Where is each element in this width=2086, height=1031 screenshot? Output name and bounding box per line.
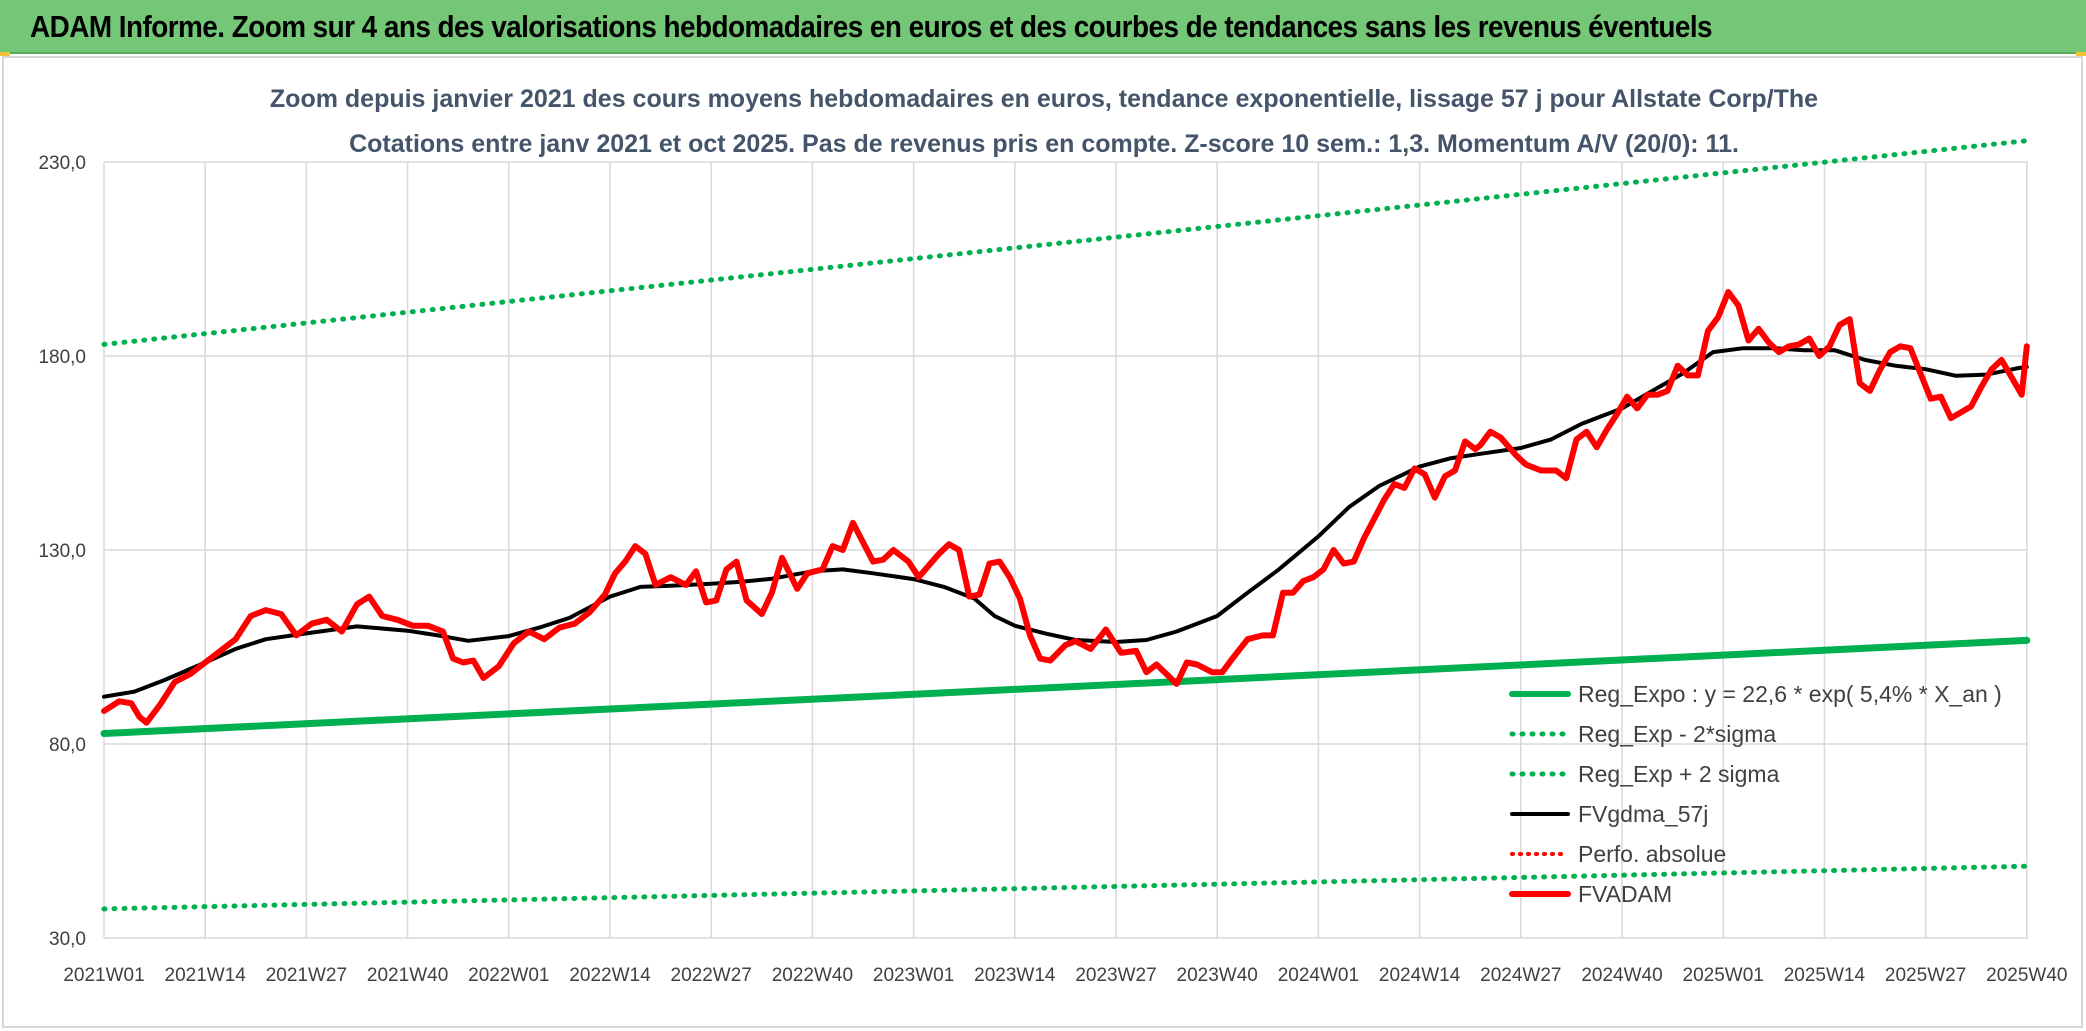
series-line-1 [101,863,2030,912]
series-lines [100,138,2031,912]
legend: Reg_Expo : y = 22,6 * exp( 5,4% * X_an )… [1509,681,2002,907]
x-tick-label: 2022W01 [468,965,549,986]
chart-title: Zoom depuis janvier 2021 des cours moyen… [270,85,1818,113]
x-tick-label: 2025W40 [1986,965,2067,986]
x-tick-label: 2024W27 [1480,965,1561,986]
x-tick-label: 2024W14 [1379,965,1461,986]
x-tick-label: 2025W27 [1885,965,1966,986]
x-axis-ticks: 2021W01 2021W14 2021W27 2021W40 2022W01 2022W… [63,965,2067,986]
legend-label: FVADAM [1578,881,1672,907]
x-tick-label: 2021W40 [367,965,448,986]
x-tick-label: 2022W40 [772,965,853,986]
y-tick-label: 130,0 [38,541,86,562]
legend-label: Reg_Exp - 2*sigma [1578,721,1776,747]
y-axis-ticks: 30,0 80,0 130,0 180,0 230,0 [38,153,86,950]
banner-corner-right [2076,52,2086,56]
y-tick-label: 30,0 [49,929,86,950]
x-tick-label: 2021W27 [266,965,347,986]
x-tick-label: 2024W01 [1278,965,1359,986]
legend-label: FVgdma_57j [1578,801,1708,827]
banner-title: ADAM Informe. Zoom sur 4 ans des valoris… [30,9,1713,44]
y-tick-label: 80,0 [49,735,86,756]
x-tick-label: 2023W14 [974,965,1056,986]
legend-label: Perfo. absolue [1578,841,1726,867]
report-banner: ADAM Informe. Zoom sur 4 ans des valoris… [0,0,2086,54]
x-tick-label: 2023W01 [873,965,954,986]
x-tick-label: 2022W14 [569,965,651,986]
x-tick-label: 2022W27 [671,965,752,986]
x-tick-label: 2021W14 [165,965,247,986]
y-tick-label: 180,0 [38,347,86,368]
grid-lines [103,161,2028,939]
x-tick-label: 2025W01 [1683,965,1764,986]
x-tick-label: 2023W40 [1177,965,1258,986]
series-line-0 [100,636,2031,737]
chart-frame [2,56,2083,1028]
x-tick-label: 2021W01 [63,965,144,986]
series-line-5 [101,289,2030,726]
x-tick-label: 2025W14 [1784,965,1866,986]
chart-subtitle: Cotations entre janv 2021 et oct 2025. P… [349,130,1739,158]
x-tick-label: 2024W40 [1581,965,1662,986]
banner-corner-left [0,52,10,56]
x-tick-label: 2023W27 [1075,965,1156,986]
legend-label: Reg_Expo : y = 22,6 * exp( 5,4% * X_an ) [1578,681,2002,707]
y-tick-label: 230,0 [38,153,86,174]
series-line-2 [101,138,2030,347]
legend-label: Reg_Exp + 2 sigma [1578,761,1780,787]
